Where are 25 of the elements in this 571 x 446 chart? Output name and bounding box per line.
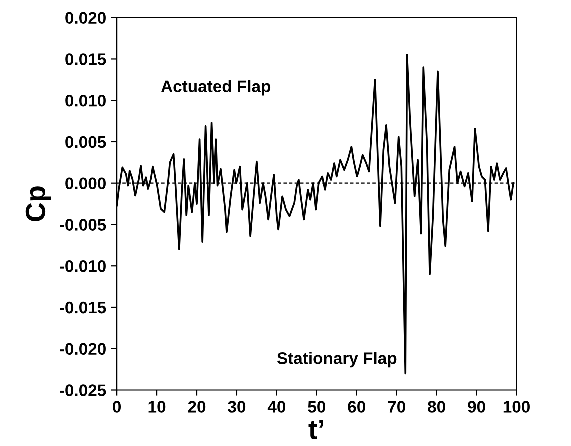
y-tick-label: -0.015 [60,302,106,314]
x-tick-label: 50 [308,401,326,413]
x-tick-label: 100 [504,401,530,413]
x-tick-label: 80 [428,401,446,413]
x-tick-label: 30 [228,401,246,413]
y-tick-label: -0.005 [60,219,106,231]
y-tick-label: -0.020 [60,343,106,356]
y-tick-label: 0.020 [66,12,106,24]
x-tick-label: 10 [148,401,166,413]
y-tick-label: -0.010 [60,260,106,272]
x-axis-title: t’ [308,420,324,440]
y-tick-label: 0.015 [66,54,106,66]
y-tick-label: 0.000 [66,178,106,190]
annotation: Actuated Flap [161,80,271,96]
annotation: Stationary Flap [277,352,397,368]
x-tick-label: 40 [268,401,286,413]
x-tick-label: 70 [388,401,406,413]
x-tick-label: 60 [348,401,366,413]
x-tick-label: 20 [188,401,206,413]
y-tick-label: 0.005 [66,136,106,148]
x-tick-label: 90 [468,401,486,413]
y-axis-title: Cp [26,186,52,222]
y-tick-label: -0.025 [60,384,106,396]
x-tick-label: 0 [113,401,122,413]
y-tick-label: 0.010 [66,95,106,107]
